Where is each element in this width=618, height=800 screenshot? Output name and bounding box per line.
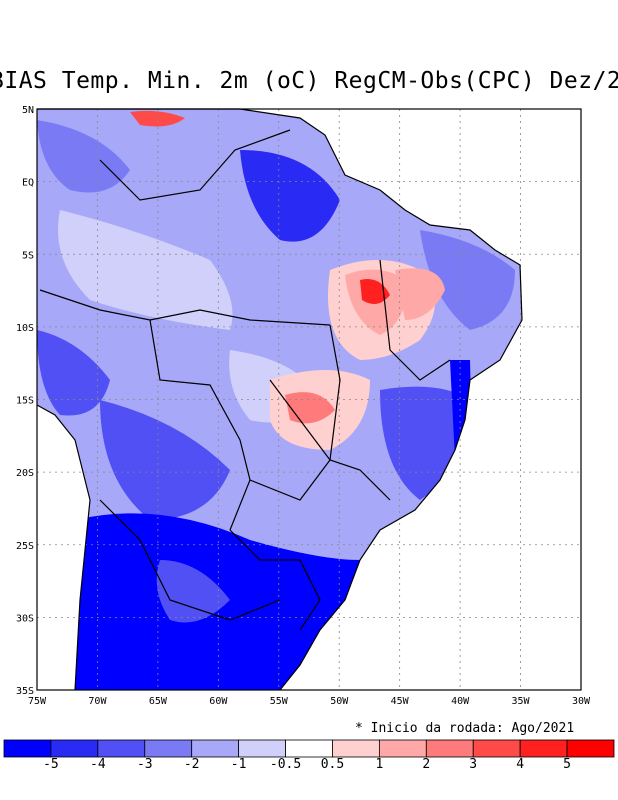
y-tick-label: 15S <box>16 396 34 407</box>
border-paraguay <box>229 529 321 631</box>
colorbar-swatch <box>50 739 99 758</box>
x-tick-label: 55W <box>270 696 289 707</box>
deep-blue-area-north <box>240 150 340 242</box>
colorbar-swatch <box>566 739 615 758</box>
border-goias <box>249 379 331 501</box>
x-tick-label: 75W <box>28 696 47 707</box>
pacific-coast <box>36 404 91 691</box>
mid-blue-area-sw <box>100 400 230 520</box>
colorbar-label: -2 <box>183 757 200 772</box>
x-axis-ticks: 75W 70W 65W 60W 55W 50W 45W 40W 35W 30W <box>28 696 591 707</box>
colorbar-labels: -5 -4 -3 -2 -1 -0.5 0.5 1 2 3 4 5 <box>0 757 618 777</box>
colorbar-label: 5 <box>563 757 571 772</box>
colorbar-label: 0.5 <box>320 757 345 772</box>
x-tick-label: 50W <box>330 696 349 707</box>
colorbar-swatch <box>425 739 474 758</box>
border-amazon <box>39 289 331 326</box>
colorbar-label: 4 <box>516 757 525 772</box>
colorbar-swatch <box>97 739 146 758</box>
mid-blue-area-ne <box>420 230 515 330</box>
red-patch-north <box>130 110 185 127</box>
x-tick-label: 60W <box>209 696 228 707</box>
x-tick-label: 70W <box>88 696 107 707</box>
light-red-area-ne <box>395 268 445 320</box>
colorbar-swatch <box>378 739 427 758</box>
y-tick-label: 20S <box>16 468 34 479</box>
colorbar-swatch <box>3 739 52 758</box>
border-bolivia <box>149 319 251 531</box>
y-tick-label: 5S <box>22 250 34 261</box>
colorbar-swatch <box>238 739 286 758</box>
colorbar-label: 2 <box>422 757 431 772</box>
border-argentina <box>99 499 281 621</box>
x-tick-label: 30W <box>572 696 591 707</box>
colorbar-label: 3 <box>469 757 478 772</box>
borders <box>36 108 523 691</box>
y-tick-label: EQ <box>22 178 34 189</box>
y-tick-label: 5N <box>22 105 34 116</box>
x-tick-label: 65W <box>149 696 168 707</box>
x-tick-label: 45W <box>391 696 410 707</box>
x-tick-label: 40W <box>451 696 470 707</box>
colorbar-label: -4 <box>90 757 106 772</box>
y-tick-label: 10S <box>16 323 34 334</box>
y-axis-ticks: 5N EQ 5S 10S 15S 20S 25S 30S 35S <box>16 105 34 697</box>
mid-red-patch <box>285 392 335 424</box>
coastline <box>37 108 523 691</box>
colorbar-swatch <box>191 739 240 758</box>
mid-blue-area-nw <box>37 120 130 193</box>
pale-blue-area-west <box>58 210 233 330</box>
colorbar-swatch <box>519 739 568 758</box>
colorbar-swatch <box>144 739 193 758</box>
colorbar <box>3 739 615 758</box>
map-frame <box>36 108 582 691</box>
colorbar-label: -1 <box>230 757 247 772</box>
border-states-ne <box>379 259 451 381</box>
colorbar-swatch <box>332 739 380 758</box>
map-title: BIAS Temp. Min. 2m (oC) RegCM-Obs(CPC) D… <box>0 68 618 94</box>
colorbar-swatch <box>472 739 521 758</box>
colorbar-label: -5 <box>43 757 59 772</box>
colorbar-label: -3 <box>136 757 153 772</box>
colorbar-label: -0.5 <box>269 757 302 772</box>
x-tick-label: 35W <box>512 696 531 707</box>
run-start-note: * Inicio da rodada: Ago/2021 <box>355 721 575 736</box>
y-tick-label: 35S <box>16 686 34 697</box>
y-tick-label: 30S <box>16 613 34 624</box>
colorbar-swatch <box>285 739 333 758</box>
mid-blue-patch-south <box>156 560 230 623</box>
border-north <box>99 129 291 201</box>
mid-blue-area-w <box>37 330 110 416</box>
colorbar-label: 1 <box>375 757 384 772</box>
y-tick-label: 25S <box>16 541 34 552</box>
lat-lon-grid <box>37 109 581 690</box>
